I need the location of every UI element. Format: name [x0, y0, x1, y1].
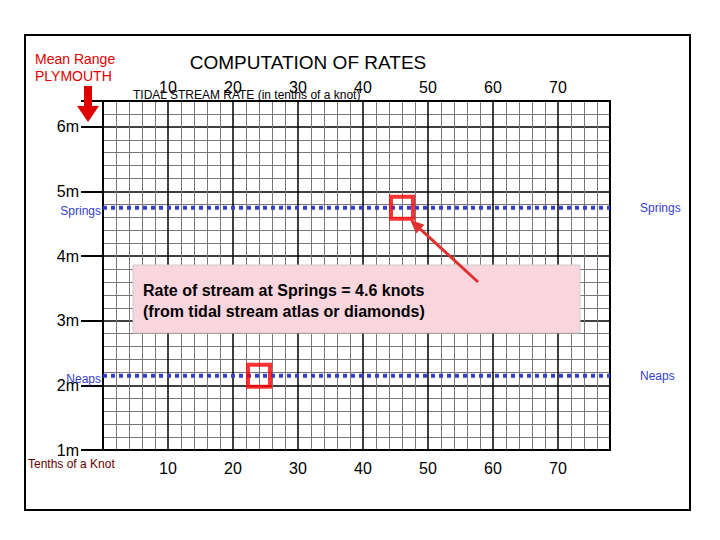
svg-text:50: 50 [419, 79, 437, 96]
svg-text:50: 50 [419, 460, 437, 477]
svg-text:1m: 1m [57, 442, 79, 459]
svg-text:COMPUTATION OF RATES: COMPUTATION OF RATES [190, 52, 426, 73]
svg-text:6m: 6m [57, 118, 79, 135]
svg-text:PLYMOUTH: PLYMOUTH [35, 68, 112, 84]
svg-text:10: 10 [159, 78, 177, 96]
svg-text:Springs: Springs [640, 201, 681, 215]
svg-text:40: 40 [354, 78, 372, 96]
svg-text:3m: 3m [57, 312, 79, 329]
svg-text:Mean Range: Mean Range [35, 51, 115, 67]
svg-text:Neaps: Neaps [66, 372, 101, 386]
svg-text:30: 30 [289, 78, 307, 96]
svg-text:20: 20 [224, 78, 242, 96]
svg-text:60: 60 [484, 79, 502, 96]
svg-text:20: 20 [224, 460, 242, 477]
svg-text:TIDAL STREAM RATE (in tenths o: TIDAL STREAM RATE (in tenths of a knot) [133, 88, 360, 102]
svg-text:Springs: Springs [60, 204, 101, 218]
svg-text:60: 60 [484, 460, 502, 477]
svg-text:40: 40 [354, 460, 372, 477]
svg-text:10: 10 [159, 460, 177, 477]
svg-text:Neaps: Neaps [640, 369, 675, 383]
svg-text:30: 30 [289, 460, 307, 477]
svg-text:Tenths of a Knot: Tenths of a Knot [28, 457, 115, 471]
svg-text:5m: 5m [57, 183, 79, 200]
svg-text:Rate of stream at Springs = 4.: Rate of stream at Springs = 4.6 knots [143, 282, 425, 299]
svg-text:(from tidal stream atlas or di: (from tidal stream atlas or diamonds) [143, 303, 425, 320]
svg-text:4m: 4m [57, 248, 79, 265]
svg-text:70: 70 [549, 79, 567, 96]
svg-text:70: 70 [549, 460, 567, 477]
